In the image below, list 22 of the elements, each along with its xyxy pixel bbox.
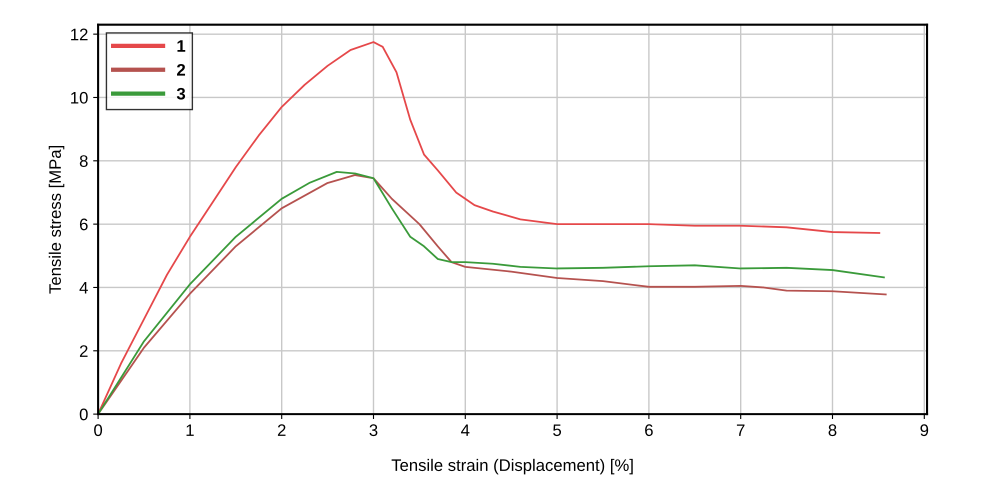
y-tick-label: 8 [80, 155, 88, 168]
y-tick-label: 6 [80, 218, 88, 230]
x-tick-label: 1 [186, 424, 194, 436]
legend-label: 1 [177, 40, 186, 52]
y-tick-label: 4 [79, 282, 88, 294]
x-tick-label: 6 [645, 424, 653, 436]
x-tick-label: 9 [920, 424, 928, 436]
x-tick-label: 8 [828, 424, 836, 436]
x-tick-label: 2 [278, 424, 286, 436]
legend-label: 3 [176, 88, 186, 100]
x-axis-title: Tensile strain (Displacement) [%] [392, 458, 633, 474]
x-tick-label: 5 [553, 424, 562, 436]
legend-label: 2 [177, 64, 186, 76]
x-tick-label: 3 [370, 424, 378, 436]
x-tick-label: 0 [94, 424, 102, 436]
x-tick-label: 7 [736, 424, 744, 436]
y-tick-label: 12 [71, 28, 88, 40]
y-tick-label: 10 [71, 92, 88, 104]
x-tick-label: 4 [461, 424, 470, 436]
y-tick-label: 2 [80, 345, 88, 357]
y-tick-label: 0 [80, 408, 88, 420]
y-axis-title: Tensile stress [MPa] [48, 146, 64, 294]
